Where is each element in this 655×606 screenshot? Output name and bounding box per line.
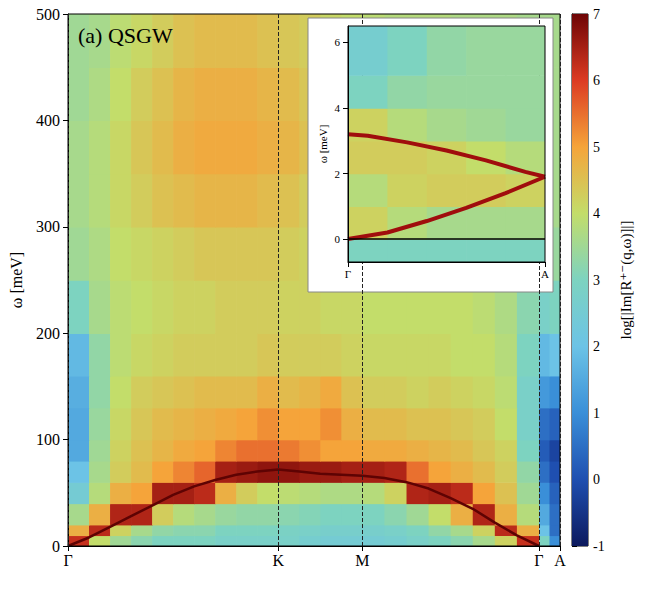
svg-text:log[|Im[R⁺⁻(q,ω)]|]: log[|Im[R⁺⁻(q,ω)]|] [618, 221, 635, 340]
svg-text:M: M [355, 552, 369, 569]
svg-text:5: 5 [593, 140, 600, 155]
svg-text:Γ: Γ [63, 552, 72, 569]
svg-text:400: 400 [36, 112, 60, 129]
svg-text:200: 200 [36, 325, 60, 342]
svg-text:-1: -1 [593, 539, 605, 554]
svg-text:500: 500 [36, 6, 60, 23]
svg-text:ω [meV]: ω [meV] [317, 125, 329, 164]
svg-text:A: A [554, 552, 566, 569]
svg-text:1: 1 [593, 406, 600, 421]
svg-text:300: 300 [36, 218, 60, 235]
svg-text:0: 0 [52, 538, 60, 555]
svg-text:0: 0 [593, 472, 600, 487]
svg-text:ω [meV]: ω [meV] [8, 252, 25, 308]
svg-text:Γ: Γ [534, 552, 543, 569]
svg-text:A: A [541, 268, 549, 280]
svg-text:2: 2 [335, 168, 341, 180]
svg-text:7: 7 [593, 7, 600, 22]
svg-text:4: 4 [335, 102, 341, 114]
svg-text:Γ: Γ [345, 268, 351, 280]
svg-text:2: 2 [593, 339, 600, 354]
svg-text:K: K [272, 552, 284, 569]
svg-text:100: 100 [36, 431, 60, 448]
svg-text:6: 6 [593, 73, 600, 88]
svg-text:0: 0 [335, 233, 341, 245]
svg-text:6: 6 [335, 36, 341, 48]
svg-text:3: 3 [593, 273, 600, 288]
svg-text:(a) QSGW: (a) QSGW [78, 23, 173, 48]
svg-text:4: 4 [593, 206, 600, 221]
